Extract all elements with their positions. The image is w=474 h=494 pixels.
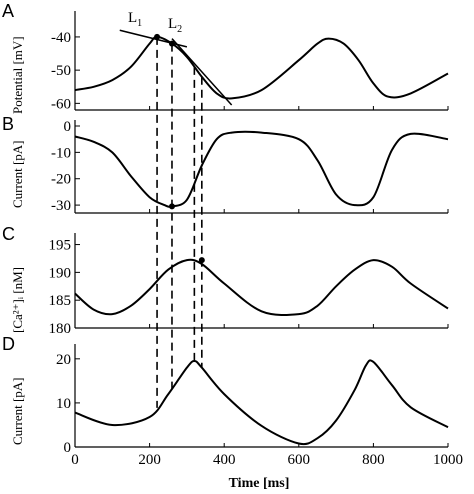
x-axis-title: Time [ms] [229,476,290,491]
label-l1: L1 [128,10,142,29]
x-tick-label: 400 [213,452,236,468]
x-tick-label: 800 [362,452,385,468]
series-line-b [74,130,449,208]
label-l1-sub: 1 [137,18,142,29]
series-line-c [74,258,449,316]
label-l2: L2 [168,16,182,35]
y-tick-label-d: 10 [56,396,71,412]
label-l2-main: L [168,16,177,32]
label-l1-main: L [128,10,137,26]
y-tick-label-c: 185 [49,293,72,309]
tangent-l2 [171,38,233,106]
x-tick-label: 600 [288,452,311,468]
y-tick-label-c: 180 [49,321,72,337]
y-tick-label-d: 0 [64,440,72,456]
y-tick-label-a: -50 [51,63,71,79]
y-tick-label-b: 0 [64,119,72,135]
y-tick-label-a: -60 [51,96,71,112]
y-tick-label-d: 20 [56,352,71,368]
series-line-d [74,359,449,446]
ylabel-a: Potential [mV] [10,36,25,114]
panel-letter-c: C [2,224,15,244]
y-tick-label-c: 195 [49,238,72,254]
panel-letter-d: D [2,334,15,354]
x-tick-label: 0 [71,452,79,468]
tangent-l1 [119,29,188,48]
ylabel-c: [Ca²⁺]ᵢ [nM] [10,267,25,333]
label-l2-sub: 2 [177,24,182,35]
ylabel-d: Current [pA] [10,377,25,445]
ylabel-b: Current [pA] [10,140,25,208]
y-tick-label-a: -40 [51,30,71,46]
x-tick-label: 200 [138,452,161,468]
x-tick-label: 1000 [433,452,463,468]
panel-letter-b: B [2,114,14,134]
y-tick-label-b: -20 [51,172,71,188]
y-tick-label-c: 190 [49,265,72,281]
series-line-a [74,35,449,100]
panel-letter-a: A [2,1,14,21]
y-tick-label-b: -30 [51,198,71,214]
y-tick-label-b: -10 [51,145,71,161]
